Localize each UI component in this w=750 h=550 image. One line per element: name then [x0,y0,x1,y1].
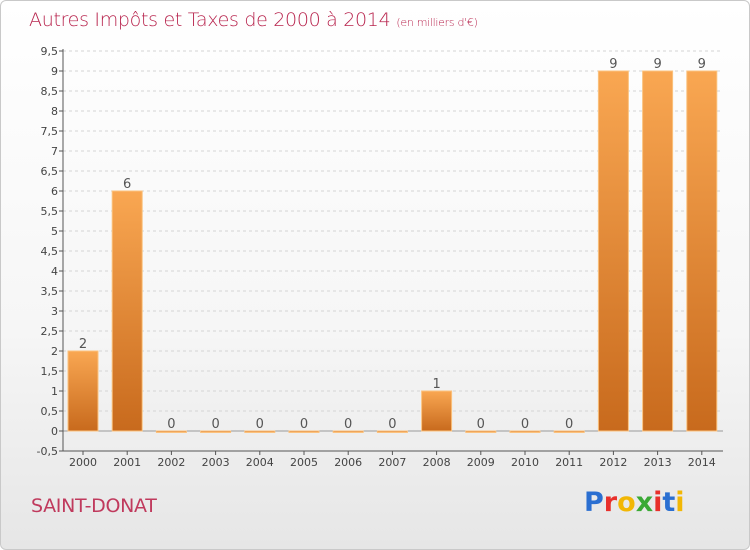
bar-2014 [686,70,718,432]
data-label-2001: 6 [123,177,131,192]
x-tick-label-2012: 2012 [599,456,627,469]
x-tick-label-2001: 2001 [113,456,141,469]
chart-title: Autres Impôts et Taxes de 2000 à 2014 (en… [29,9,478,31]
data-label-2006: 0 [344,417,352,432]
x-tick-label-2006: 2006 [334,456,362,469]
y-tick-label: 4 [51,265,58,278]
logo-letter: i [653,487,663,518]
y-tick-label: 8 [51,105,58,118]
x-tick-label-2002: 2002 [157,456,185,469]
x-tick-label-2003: 2003 [202,456,230,469]
bar-2002 [155,430,187,433]
x-tick-label-2008: 2008 [423,456,451,469]
logo-letter: P [584,487,604,518]
bar-2006 [332,430,364,433]
bar-2000 [67,350,99,432]
data-label-2014: 9 [698,57,706,72]
data-label-2007: 0 [388,417,396,432]
x-tick-label-2009: 2009 [467,456,495,469]
logo-letter: i [675,487,685,518]
data-label-2004: 0 [256,417,264,432]
x-tick-label-2013: 2013 [644,456,672,469]
y-tick-label: 0,5 [41,405,59,418]
grid-lines [63,50,723,452]
data-label-2013: 9 [653,57,661,72]
bar-2008 [421,390,453,432]
chart-unit: (en milliers d'€) [396,16,478,29]
x-tick-label-2011: 2011 [555,456,583,469]
proxiti-logo[interactable]: Proxiti [584,487,685,518]
y-tick-label: 4,5 [41,245,59,258]
logo-letter: x [635,487,654,518]
logo-letter: r [603,487,618,518]
x-tick-label-2005: 2005 [290,456,318,469]
x-tick-label-2007: 2007 [378,456,406,469]
y-tick-label: 6 [51,185,58,198]
y-tick-label: 2,5 [41,325,59,338]
bar-2004 [244,430,276,433]
bar-2001 [111,190,143,432]
data-labels: 2 6 0 0 0 0 0 0 1 0 0 0 9 9 9 [79,57,706,432]
y-tick-label: 3 [51,305,58,318]
y-tick-label: 1,5 [41,365,59,378]
y-tick-label: 9 [51,65,58,78]
logo-letter: o [617,487,636,518]
data-label-2005: 0 [300,417,308,432]
data-label-2002: 0 [167,417,175,432]
chart-title-text: Autres Impôts et Taxes de 2000 à 2014 [29,9,391,31]
bar-2005 [288,430,320,433]
x-tick-label-2010: 2010 [511,456,539,469]
bar-2011 [553,430,585,433]
y-tick-label: 7 [51,145,58,158]
bar-2003 [200,430,232,433]
data-label-2003: 0 [211,417,219,432]
data-label-2012: 9 [609,57,617,72]
data-label-2000: 2 [79,337,87,352]
bar-2009 [465,430,497,433]
y-tick-label: 9,5 [41,45,59,58]
y-tick-label: 6,5 [41,165,59,178]
data-label-2010: 0 [521,417,529,432]
data-label-2008: 1 [432,377,440,392]
y-tick-label: -0,5 [37,445,58,458]
y-tick-label: 1 [51,385,58,398]
data-label-2009: 0 [477,417,485,432]
y-tick-label: 3,5 [41,285,59,298]
x-tick-label-2014: 2014 [688,456,716,469]
y-tick-label: 0 [51,425,58,438]
y-tick-label: 8,5 [41,85,59,98]
y-tick-label: 5 [51,225,58,238]
commune-name: SAINT-DONAT [31,495,157,517]
x-tick-label-2000: 2000 [69,456,97,469]
x-tick-label-2004: 2004 [246,456,274,469]
logo-letter: t [662,487,676,518]
y-tick-label: 7,5 [41,125,59,138]
bar-2013 [642,70,674,432]
bar-2010 [509,430,541,433]
bar-2007 [376,430,408,433]
y-tick-label: 5,5 [41,205,59,218]
bar-2012 [597,70,629,432]
y-tick-label: 2 [51,345,58,358]
bars [67,70,718,433]
data-label-2011: 0 [565,417,573,432]
